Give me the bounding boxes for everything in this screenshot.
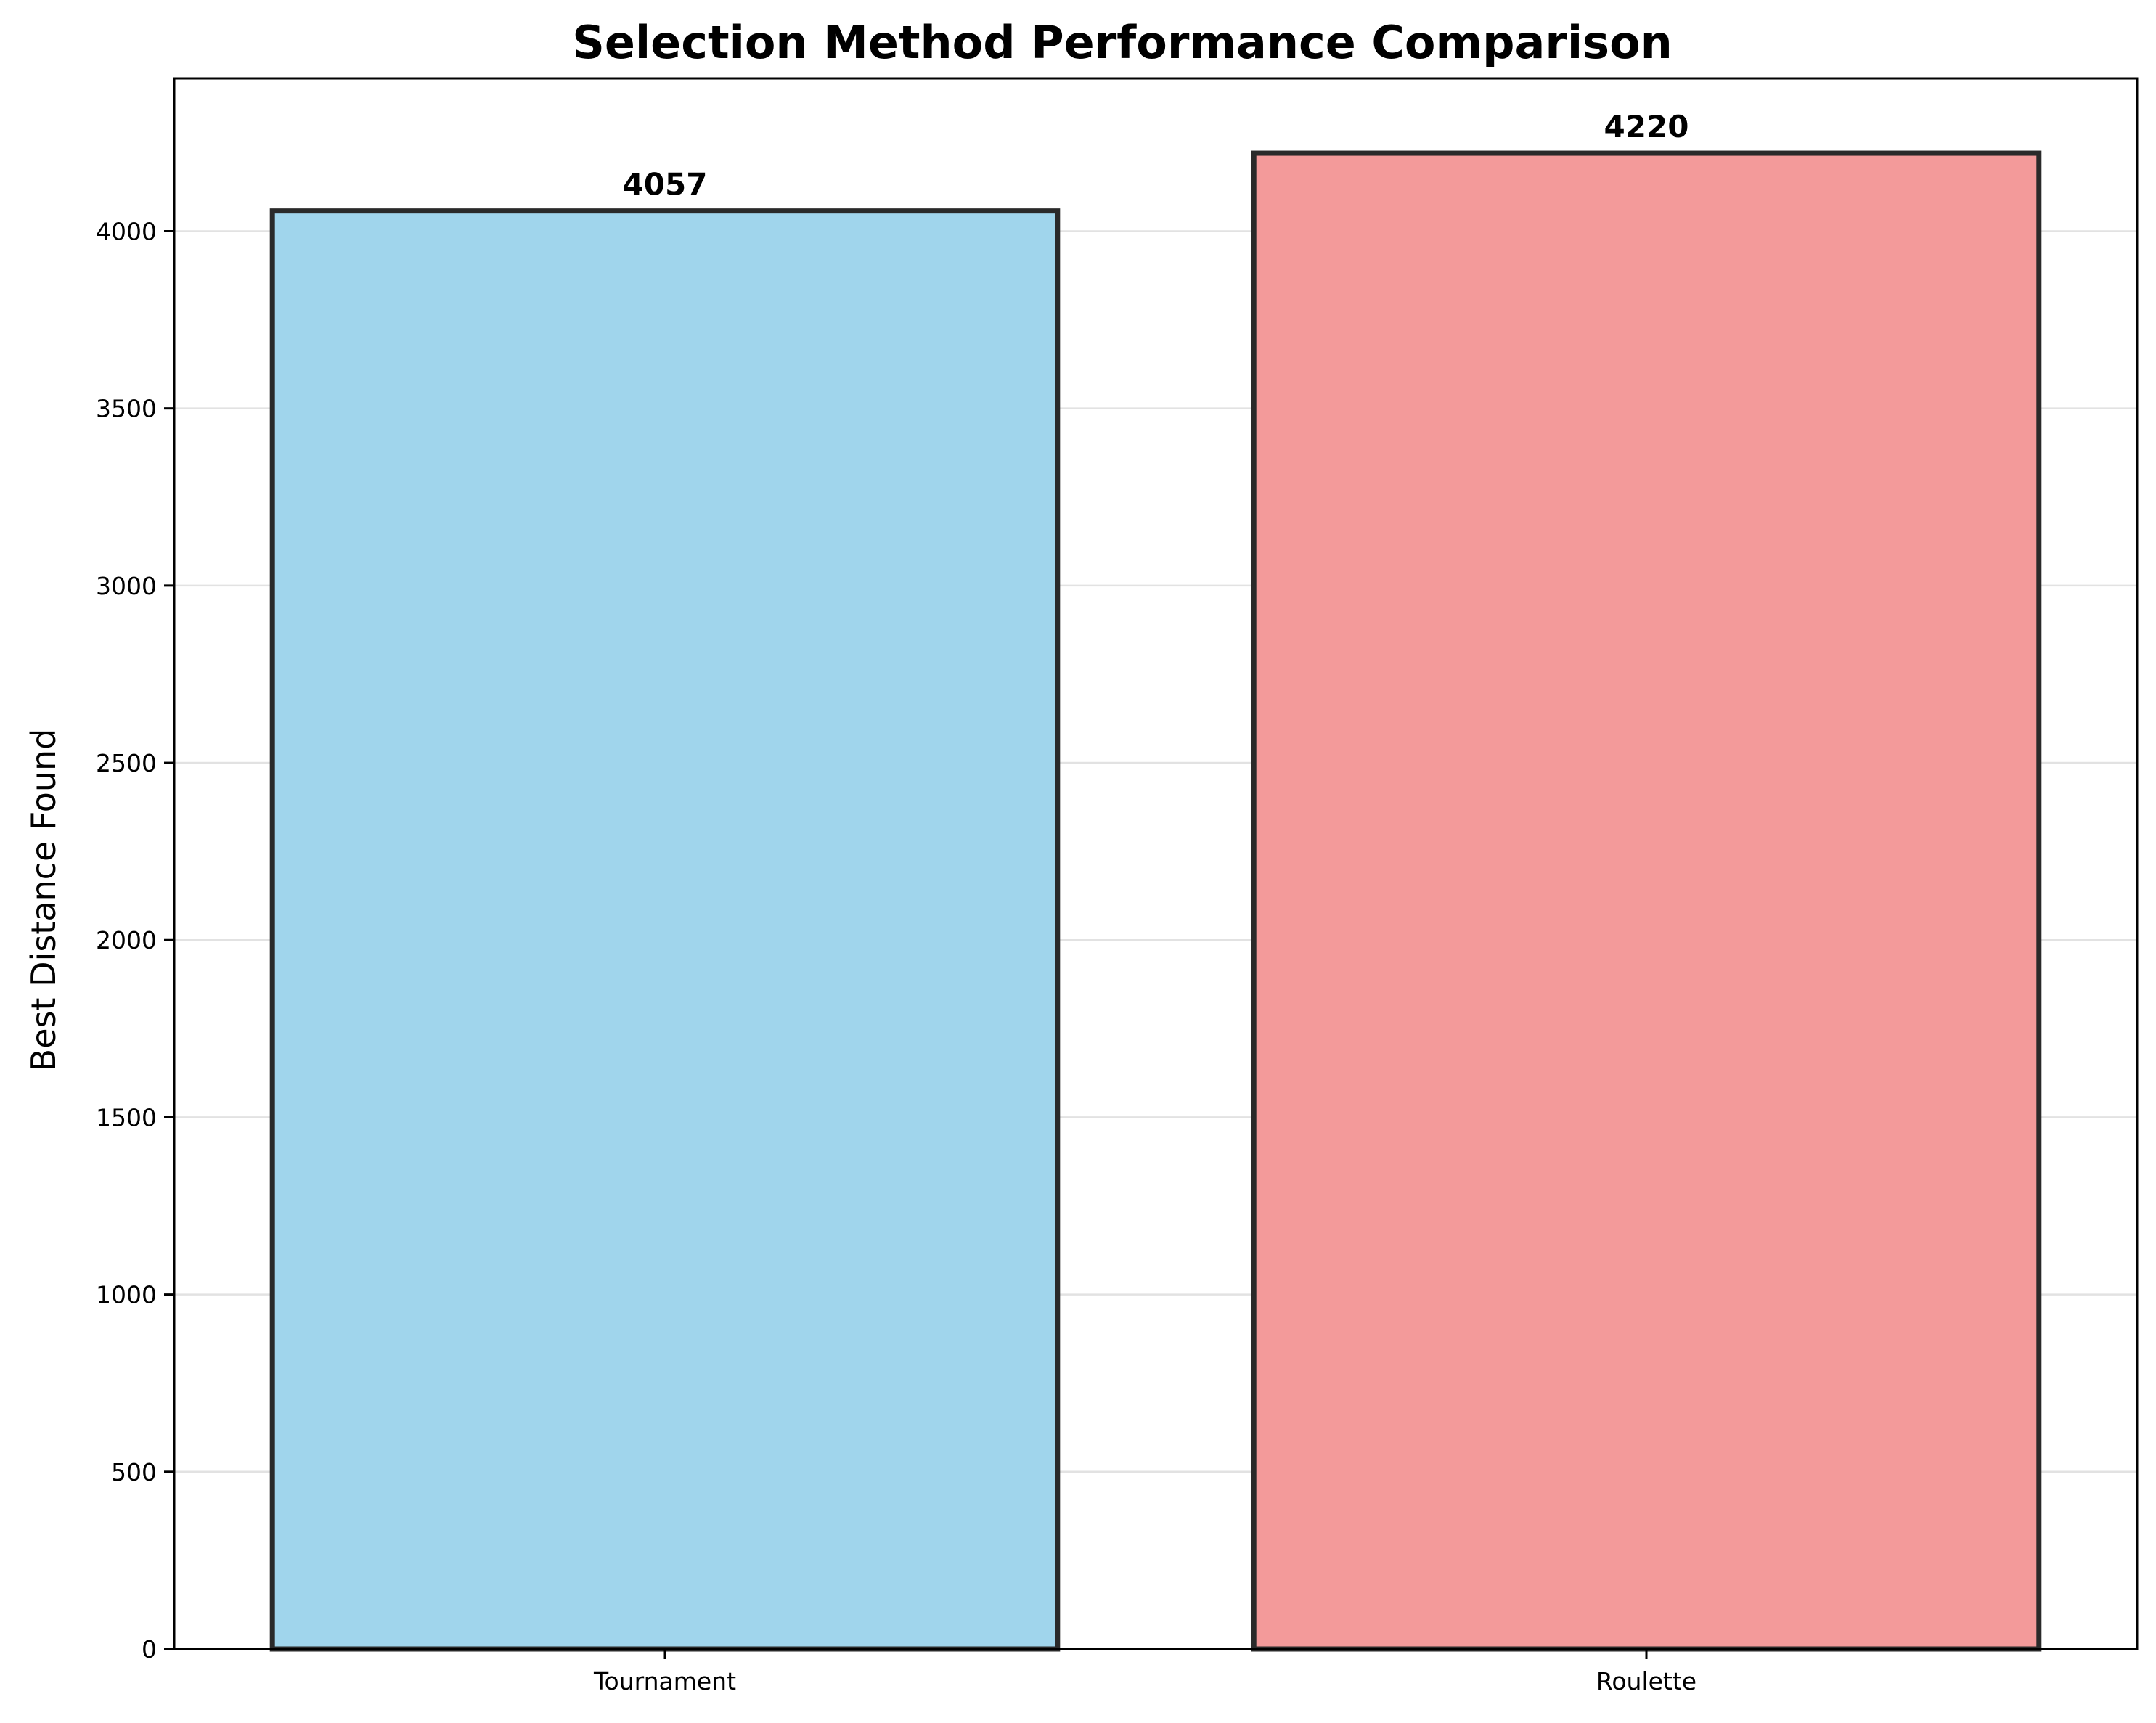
- x-tick-label: Tournament: [593, 1667, 736, 1695]
- x-tick-label: Roulette: [1596, 1667, 1696, 1695]
- data-labels: 4057 4220: [623, 109, 1689, 202]
- y-tick-label: 1000: [96, 1281, 157, 1309]
- y-tick-label: 2000: [96, 926, 157, 954]
- bar-roulette: [1251, 150, 2042, 1652]
- y-tick-label: 3500: [96, 395, 157, 423]
- y-tick-label: 500: [111, 1458, 157, 1486]
- y-tick-label: 2500: [96, 749, 157, 777]
- chart-title: Selection Method Performance Comparison: [572, 16, 1673, 69]
- x-axis-ticks: Tournament Roulette: [593, 1649, 1696, 1695]
- y-tick-label: 4000: [96, 217, 157, 245]
- bar-tournament: [269, 208, 1061, 1652]
- bars: [269, 150, 2042, 1652]
- y-tick-label: 1500: [96, 1103, 157, 1131]
- y-tick-label: 3000: [96, 572, 157, 600]
- plot-frame: [173, 77, 2139, 1650]
- data-label: 4057: [623, 167, 708, 202]
- y-axis-label: Best Distance Found: [24, 729, 63, 1072]
- data-label: 4220: [1604, 109, 1689, 144]
- y-axis-ticks: 0 500 1000 1500 2000 2500 3000 3500 4000: [96, 217, 174, 1663]
- y-tick-label: 0: [142, 1635, 157, 1663]
